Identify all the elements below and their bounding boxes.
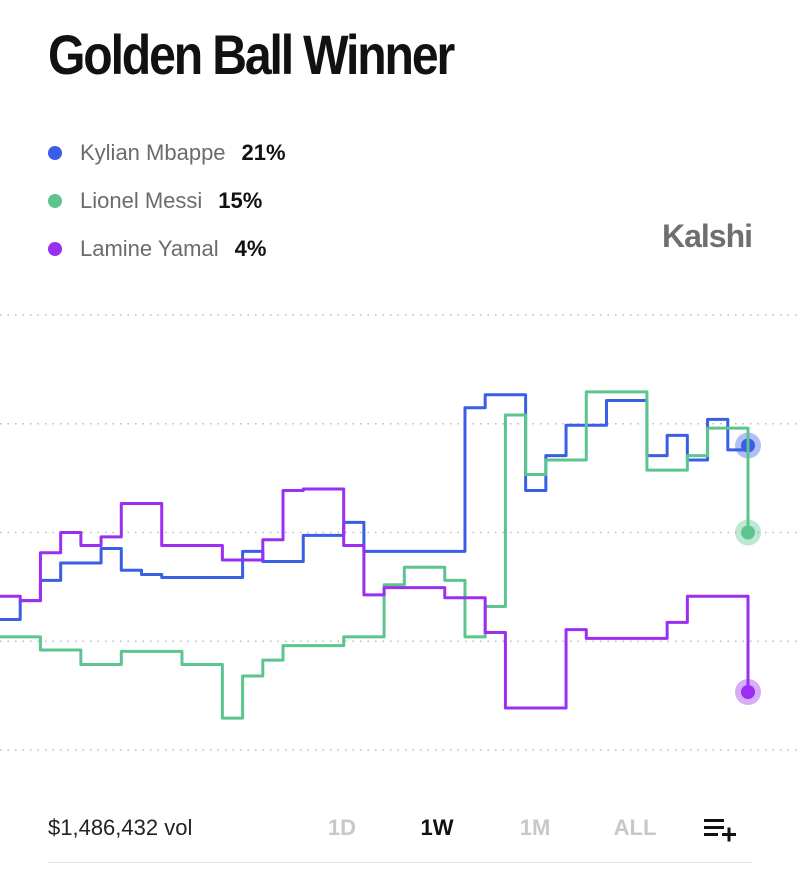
divider	[48, 862, 752, 863]
legend-marker	[48, 146, 62, 160]
legend-label: Kylian Mbappe	[80, 140, 226, 165]
legend-item: Kylian Mbappe 21%	[48, 138, 286, 168]
legend-label: Lionel Messi	[80, 188, 203, 213]
legend-marker	[48, 194, 62, 208]
legend-value: 21%	[241, 140, 286, 165]
add-to-list-icon[interactable]	[704, 816, 738, 842]
volume: $1,486,432 vol	[48, 815, 193, 840]
end-point	[741, 685, 755, 699]
brand-logo: Kalshi	[661, 218, 753, 254]
timeframe-button[interactable]: 1D	[327, 815, 357, 840]
legend-label: Lamine Yamal	[80, 236, 219, 261]
series-line	[0, 393, 750, 621]
series-line	[0, 390, 750, 720]
chart-title: Golden Ball Winner	[48, 23, 455, 86]
timeframe-button[interactable]: 1M	[519, 815, 551, 840]
chart	[0, 314, 800, 751]
legend-item: Lionel Messi 15%	[48, 186, 262, 216]
end-point	[741, 525, 755, 540]
legend-value: 15%	[218, 188, 263, 213]
timeframe-button[interactable]: 1W	[420, 815, 454, 840]
legend-marker	[48, 242, 62, 256]
legend-value: 4%	[234, 236, 267, 261]
legend-item: Lamine Yamal 4%	[48, 234, 266, 264]
series-line	[0, 487, 750, 710]
timeframe-button[interactable]: ALL	[613, 815, 657, 840]
